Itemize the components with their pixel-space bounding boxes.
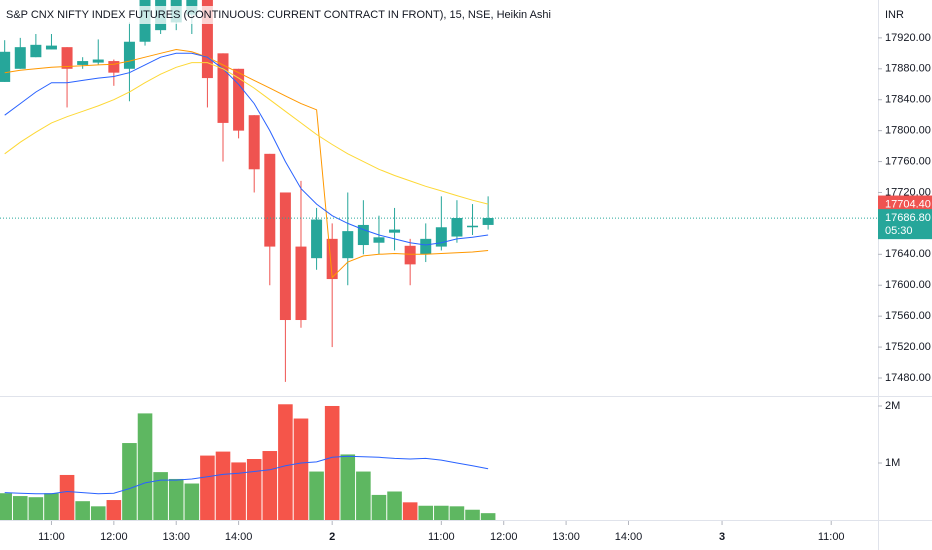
y-tick-label: 17760.00	[885, 155, 931, 167]
y-tick-label: 17880.00	[885, 63, 931, 75]
volume-bar	[293, 418, 309, 520]
volume-bar	[168, 478, 184, 520]
y-tick-label: 17520.00	[885, 341, 931, 353]
volume-bar	[12, 496, 28, 520]
volume-bar	[75, 501, 90, 520]
y-tick-label: 17840.00	[885, 94, 931, 106]
chart-title: S&P CNX NIFTY INDEX FUTURES (CONTINUOUS:…	[6, 9, 551, 21]
volume-bar	[480, 513, 496, 520]
y-tick-label: 17800.00	[885, 125, 931, 137]
volume-bar	[215, 451, 231, 520]
candle-body	[14, 47, 26, 69]
volume-bar	[449, 506, 465, 520]
volume-bar	[309, 471, 324, 520]
x-tick-label: 12:00	[490, 531, 518, 543]
x-tick-label: 13:00	[552, 531, 580, 543]
x-tick-label: 2	[329, 531, 335, 543]
candle-body	[279, 192, 291, 321]
volume-bar	[371, 494, 387, 520]
x-tick-label: 14:00	[615, 531, 643, 543]
x-tick-label: 11:00	[428, 531, 455, 543]
candle-body	[326, 238, 338, 280]
candle-body	[342, 231, 354, 259]
candle-body	[30, 44, 42, 58]
candle-body	[201, 0, 213, 79]
candle-body	[92, 59, 104, 63]
price-label-box	[878, 195, 932, 213]
candle-body	[420, 238, 432, 255]
volume-bar	[0, 493, 12, 520]
volume-bar	[340, 454, 356, 520]
volume-bar	[356, 471, 371, 520]
candle-body	[357, 224, 369, 246]
volume-bar	[402, 502, 418, 520]
x-tick-label: 12:00	[100, 531, 128, 543]
candle-body	[108, 61, 120, 73]
candle-body	[482, 217, 494, 225]
volume-bar	[418, 505, 434, 520]
candle-body	[0, 51, 11, 82]
y-tick-label: 17920.00	[885, 32, 931, 44]
moving-average	[4, 62, 489, 205]
volume-bar	[59, 474, 75, 520]
x-tick-label: 14:00	[225, 531, 253, 543]
candle-body	[217, 53, 229, 123]
y-tick-label: 2M	[885, 400, 900, 412]
price-label-box	[878, 209, 932, 240]
y-tick-label: 17640.00	[885, 248, 931, 260]
currency: INR	[885, 9, 904, 21]
y-tick-label: 17600.00	[885, 279, 931, 291]
candle-body	[77, 61, 89, 65]
candle-body	[295, 246, 307, 321]
x-tick-label: 13:00	[162, 531, 190, 543]
volume-bar	[137, 413, 153, 520]
moving-average	[4, 48, 489, 279]
candle-body	[264, 153, 276, 247]
candle-body	[233, 68, 245, 131]
moving-average	[4, 52, 489, 246]
volume-bar	[465, 509, 480, 520]
volume-bar	[106, 500, 122, 520]
candle-body	[123, 41, 135, 69]
volume-bar	[231, 462, 246, 520]
candle-body	[404, 245, 416, 265]
x-tick-label: 11:00	[818, 531, 845, 543]
volume-bar	[387, 491, 402, 520]
volume-bar	[324, 405, 340, 520]
volume-bar	[278, 404, 293, 520]
volume-bar	[44, 493, 59, 520]
candle-body	[467, 225, 479, 228]
price-label: 17704.40	[885, 198, 931, 210]
candle-body	[45, 45, 57, 50]
volume-bar	[90, 506, 106, 520]
candle-body	[389, 229, 401, 233]
y-tick-label: 1M	[885, 457, 900, 469]
y-tick-label: 17720.00	[885, 186, 931, 198]
volume-bar	[28, 497, 44, 520]
price-countdown: 05:30	[885, 225, 913, 237]
candle-body	[451, 217, 463, 237]
volume-ma	[4, 455, 489, 495]
volume-bar	[262, 451, 278, 520]
y-tick-label: 17480.00	[885, 372, 931, 384]
x-tick-label: 3	[719, 531, 725, 543]
volume-bar	[184, 483, 200, 520]
plot	[0, 0, 496, 520]
candle-body	[61, 47, 73, 69]
candle-body	[373, 237, 385, 243]
x-tick-label: 11:00	[38, 531, 65, 543]
candle-body	[248, 115, 260, 170]
candle-body	[311, 219, 323, 259]
volume-bar	[122, 443, 137, 520]
candle-body	[435, 227, 447, 247]
volume-bar	[200, 455, 215, 520]
volume-bar	[246, 459, 262, 520]
y-tick-label: 17560.00	[885, 310, 931, 322]
price-label: 17686.80	[885, 212, 931, 224]
volume-bar	[153, 472, 168, 520]
volume-bar	[434, 505, 449, 520]
title-backdrop	[0, 6, 420, 24]
